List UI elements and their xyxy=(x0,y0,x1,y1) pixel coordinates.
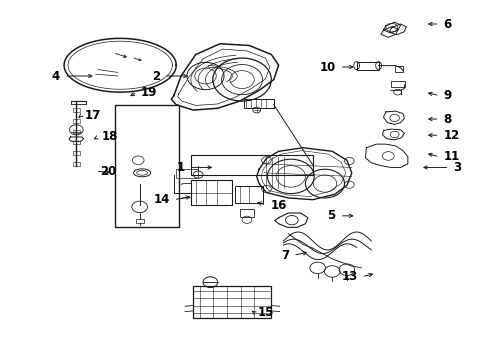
Bar xyxy=(73,108,80,112)
Text: 16: 16 xyxy=(270,199,286,212)
Bar xyxy=(394,66,403,72)
Text: 2: 2 xyxy=(152,69,160,82)
Text: 9: 9 xyxy=(443,89,451,102)
Text: 14: 14 xyxy=(153,193,169,206)
Bar xyxy=(234,186,263,203)
Text: 15: 15 xyxy=(258,306,274,319)
Text: 8: 8 xyxy=(443,113,451,126)
Text: 3: 3 xyxy=(452,161,460,174)
Text: 4: 4 xyxy=(52,69,60,82)
Text: 6: 6 xyxy=(443,18,451,31)
Bar xyxy=(73,151,80,155)
Text: 19: 19 xyxy=(141,86,157,99)
Text: 17: 17 xyxy=(85,109,101,122)
Text: 12: 12 xyxy=(443,129,459,142)
Text: 20: 20 xyxy=(100,165,116,177)
Text: 18: 18 xyxy=(102,130,118,144)
Bar xyxy=(390,81,405,87)
Bar xyxy=(136,220,143,223)
Bar xyxy=(73,140,80,144)
Bar xyxy=(193,286,271,318)
Text: 11: 11 xyxy=(443,150,459,163)
Text: 1: 1 xyxy=(176,161,184,174)
Bar xyxy=(190,155,312,175)
Bar xyxy=(73,119,80,123)
Bar xyxy=(73,130,80,134)
Bar xyxy=(244,99,273,108)
Bar xyxy=(190,180,232,205)
Bar xyxy=(239,209,254,217)
Bar xyxy=(356,62,378,69)
Text: 5: 5 xyxy=(327,210,335,222)
Bar xyxy=(73,162,80,166)
Bar xyxy=(176,169,198,178)
Text: 10: 10 xyxy=(319,60,335,73)
Text: 7: 7 xyxy=(281,249,289,262)
Text: 13: 13 xyxy=(341,270,357,283)
Bar xyxy=(115,105,178,226)
